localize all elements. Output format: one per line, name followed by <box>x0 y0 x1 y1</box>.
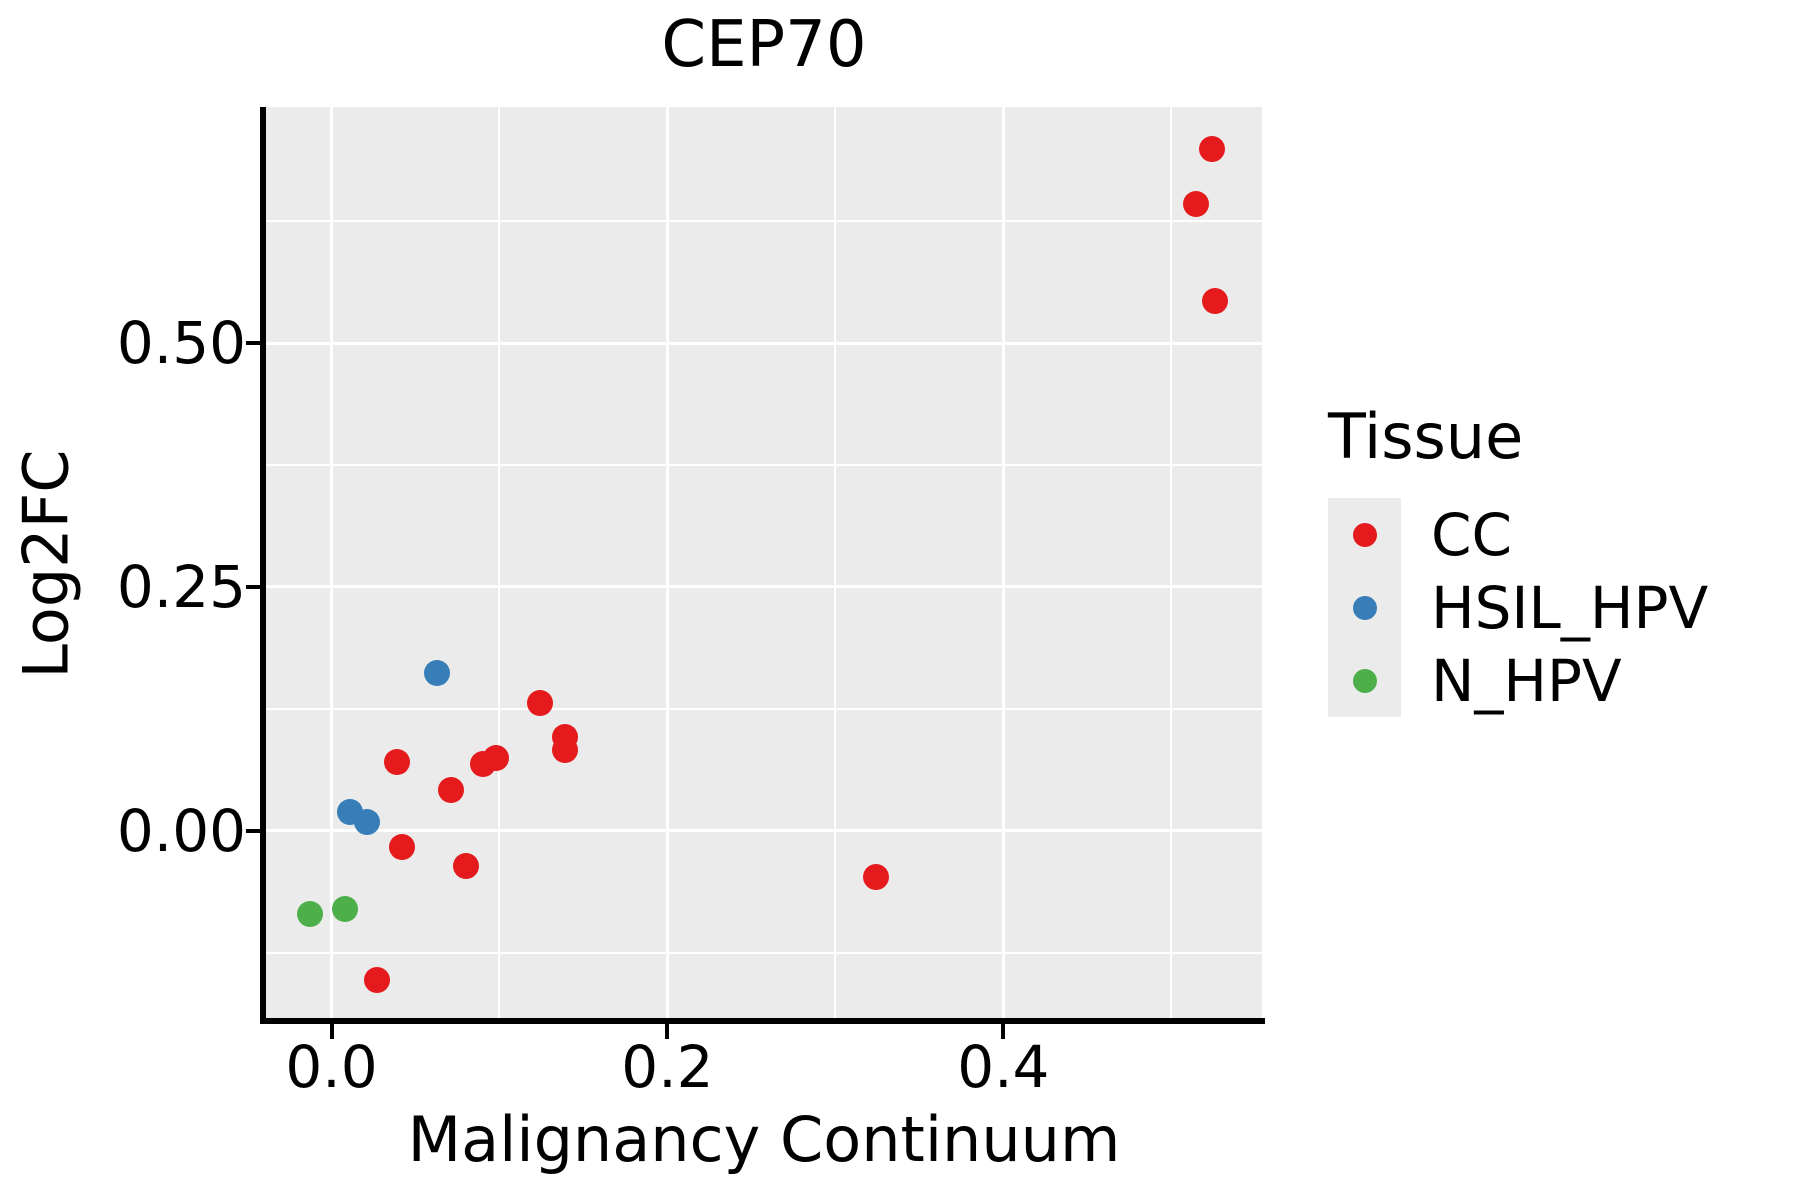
y-axis-title: Log2FC <box>9 449 83 679</box>
legend-label-HSIL_HPV: HSIL_HPV <box>1431 573 1709 642</box>
y-tick-label: 0.00 <box>116 796 246 865</box>
data-point-CC <box>1183 190 1210 217</box>
gridline-x-minor <box>834 107 837 1021</box>
data-point-N_HPV <box>296 900 323 927</box>
y-axis-line <box>260 107 266 1024</box>
y-tick-label: 0.50 <box>116 309 246 378</box>
x-axis-line <box>260 1018 1265 1024</box>
data-point-CC <box>363 967 390 994</box>
chart-title: CEP70 <box>661 8 867 82</box>
data-point-CC <box>437 776 464 803</box>
gridline-y-major <box>266 341 1262 345</box>
data-point-CC <box>551 736 578 763</box>
x-tick-label: 0.0 <box>285 1033 378 1101</box>
legend: Tissue CC HSIL_HPV N_HPV <box>1328 398 1708 717</box>
gridline-y-major <box>266 829 1262 833</box>
data-point-CC <box>483 744 510 771</box>
data-point-CC <box>452 852 479 879</box>
gridline-y-minor <box>266 951 1262 954</box>
y-tick-mark <box>246 584 261 589</box>
data-point-CC <box>526 690 553 716</box>
data-point-CC <box>1201 288 1228 315</box>
legend-title: Tissue <box>1328 400 1524 473</box>
gridline-x-major <box>330 107 333 1021</box>
legend-dot-icon <box>1352 595 1377 620</box>
legend-label-CC: CC <box>1431 500 1512 569</box>
legend-item-CC: CC <box>1328 498 1708 571</box>
gridline-x-major <box>1001 107 1005 1021</box>
gridline-x-major <box>665 107 669 1021</box>
data-point-HSIL_HPV <box>353 809 380 835</box>
x-tick-mark <box>665 1024 670 1039</box>
legend-key-HSIL_HPV <box>1328 571 1401 644</box>
y-tick-mark <box>246 828 261 833</box>
gridline-y-minor <box>266 707 1262 710</box>
x-tick-mark <box>1001 1024 1006 1039</box>
x-axis-title: Malignancy Continuum <box>407 1103 1121 1176</box>
gridline-x-minor <box>498 107 501 1021</box>
data-point-N_HPV <box>331 895 358 922</box>
legend-label-N_HPV: N_HPV <box>1431 646 1622 715</box>
data-point-CC <box>389 834 416 861</box>
data-point-HSIL_HPV <box>424 659 451 686</box>
x-tick-label: 0.4 <box>957 1033 1050 1101</box>
data-point-CC <box>384 748 410 775</box>
y-tick-label: 0.25 <box>116 552 246 621</box>
legend-items: CC HSIL_HPV N_HPV <box>1328 498 1708 717</box>
data-point-CC <box>862 863 889 890</box>
legend-key-N_HPV <box>1328 644 1401 717</box>
legend-item-HSIL_HPV: HSIL_HPV <box>1328 571 1708 644</box>
legend-dot-icon <box>1352 668 1377 693</box>
legend-item-N_HPV: N_HPV <box>1328 644 1708 717</box>
x-tick-mark <box>329 1024 334 1039</box>
gridline-y-minor <box>266 463 1262 466</box>
gridline-x-minor <box>1170 107 1173 1021</box>
legend-key-CC <box>1328 498 1401 571</box>
data-point-CC <box>1198 135 1225 162</box>
y-tick-mark <box>246 341 261 346</box>
gridline-y-minor <box>266 220 1262 223</box>
plot-panel <box>266 107 1262 1021</box>
gridline-y-major <box>266 585 1262 589</box>
x-tick-label: 0.2 <box>621 1033 714 1101</box>
legend-dot-icon <box>1352 522 1377 547</box>
